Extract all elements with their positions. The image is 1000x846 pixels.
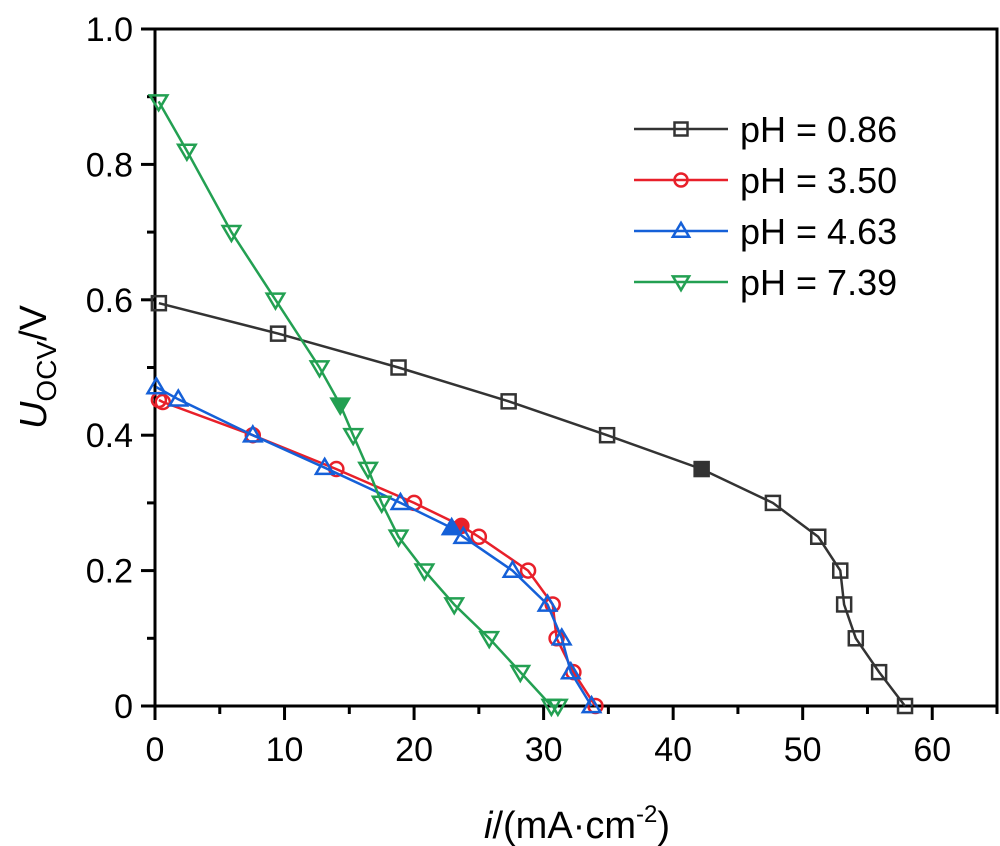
y-tick-label: 0.6 (86, 282, 133, 320)
data-point (342, 427, 365, 447)
data-point (501, 559, 524, 578)
x-tick-label: 20 (395, 731, 433, 769)
data-point (443, 597, 466, 616)
data-point (500, 393, 517, 410)
data-point (478, 630, 501, 650)
data-point (175, 143, 198, 163)
x-axis-title: i/(mA·cm-2) (484, 801, 670, 846)
data-point (452, 525, 475, 545)
data-point (440, 516, 463, 536)
data-point (357, 461, 380, 481)
legend: pH = 0.86 pH = 3.50 pH = 4.63 pH = 7.39 (634, 109, 897, 303)
y-tick-label: 0.2 (86, 553, 133, 591)
data-point (220, 224, 243, 244)
series-line (158, 301, 906, 707)
data-point (269, 325, 287, 342)
legend-item: pH = 4.63 (634, 211, 897, 252)
data-point (264, 292, 287, 312)
data-point (389, 491, 412, 511)
data-point (870, 663, 888, 681)
y-tick-label: 0.4 (86, 417, 133, 455)
data-point (896, 697, 914, 715)
legend-item: pH = 3.50 (634, 160, 897, 201)
data-point (832, 562, 849, 579)
data-point (536, 593, 559, 612)
series-square (150, 294, 914, 715)
data-point (693, 460, 710, 478)
y-axis-title-unit: /V (13, 304, 55, 341)
data-point (329, 397, 352, 416)
data-point (413, 563, 436, 582)
series-triangle-down (147, 94, 569, 718)
y-axis-title-sub: OCV (31, 341, 62, 402)
y-tick-label: 1.0 (86, 11, 133, 49)
legend-marker-square-icon (673, 121, 689, 137)
series-line (157, 100, 558, 708)
data-point (370, 495, 393, 515)
y-axis-title: UOCV/V (13, 304, 62, 429)
x-tick-label: 60 (913, 731, 951, 769)
x-axis-title-unit: /(mA·cm (492, 805, 636, 846)
data-point (847, 630, 865, 647)
series-line (155, 386, 593, 707)
x-tick-label: 40 (654, 731, 692, 769)
data-point (580, 694, 603, 714)
data-point (559, 660, 582, 680)
y-axis-title-italic: U (13, 401, 55, 429)
data-point (167, 388, 190, 407)
x-tick-label: 10 (266, 731, 304, 769)
data-point (147, 94, 170, 113)
data-point (835, 596, 853, 613)
data-point (387, 529, 410, 548)
y-tick-label: 0 (114, 688, 133, 726)
data-point (509, 664, 532, 684)
legend-label: pH = 0.86 (740, 109, 897, 150)
data-point (154, 393, 172, 411)
data-point (390, 359, 407, 376)
x-tick-label: 0 (146, 731, 165, 769)
series-line (158, 398, 597, 707)
data-point (598, 426, 616, 444)
legend-label: pH = 4.63 (740, 211, 897, 252)
data-point (809, 528, 827, 545)
legend-label: pH = 3.50 (740, 160, 897, 201)
x-tick-label: 30 (525, 731, 563, 769)
x-tick-label: 50 (784, 731, 822, 769)
data-point (470, 528, 488, 545)
x-axis-title-close: ) (657, 805, 670, 846)
data-point (550, 627, 573, 646)
legend-marker-triangle-down-icon (670, 275, 692, 293)
y-tick-label: 0.8 (86, 146, 133, 184)
series-triangle-up (145, 375, 603, 714)
data-point (546, 698, 569, 718)
data-point (241, 423, 264, 443)
legend-marker-triangle-up-icon (670, 220, 692, 238)
legend-item: pH = 0.86 (634, 109, 897, 150)
series-layer (145, 94, 914, 718)
axis-tick-labels: 0 10 20 30 40 50 60 0 0.2 0.4 0.6 0.8 1.0 (86, 11, 951, 769)
data-point (145, 375, 168, 395)
data-point (313, 456, 336, 476)
data-point (308, 360, 331, 379)
data-point (764, 494, 782, 512)
data-point (519, 562, 537, 579)
x-axis-title-italic: i (484, 805, 494, 846)
series-circle (150, 391, 604, 715)
legend-marker-circle-icon (673, 172, 689, 188)
axis-ticks (141, 27, 999, 720)
legend-item: pH = 7.39 (634, 262, 897, 303)
legend-label: pH = 7.39 (740, 262, 897, 303)
data-point (150, 294, 168, 312)
x-axis-title-sup: -2 (636, 801, 657, 828)
